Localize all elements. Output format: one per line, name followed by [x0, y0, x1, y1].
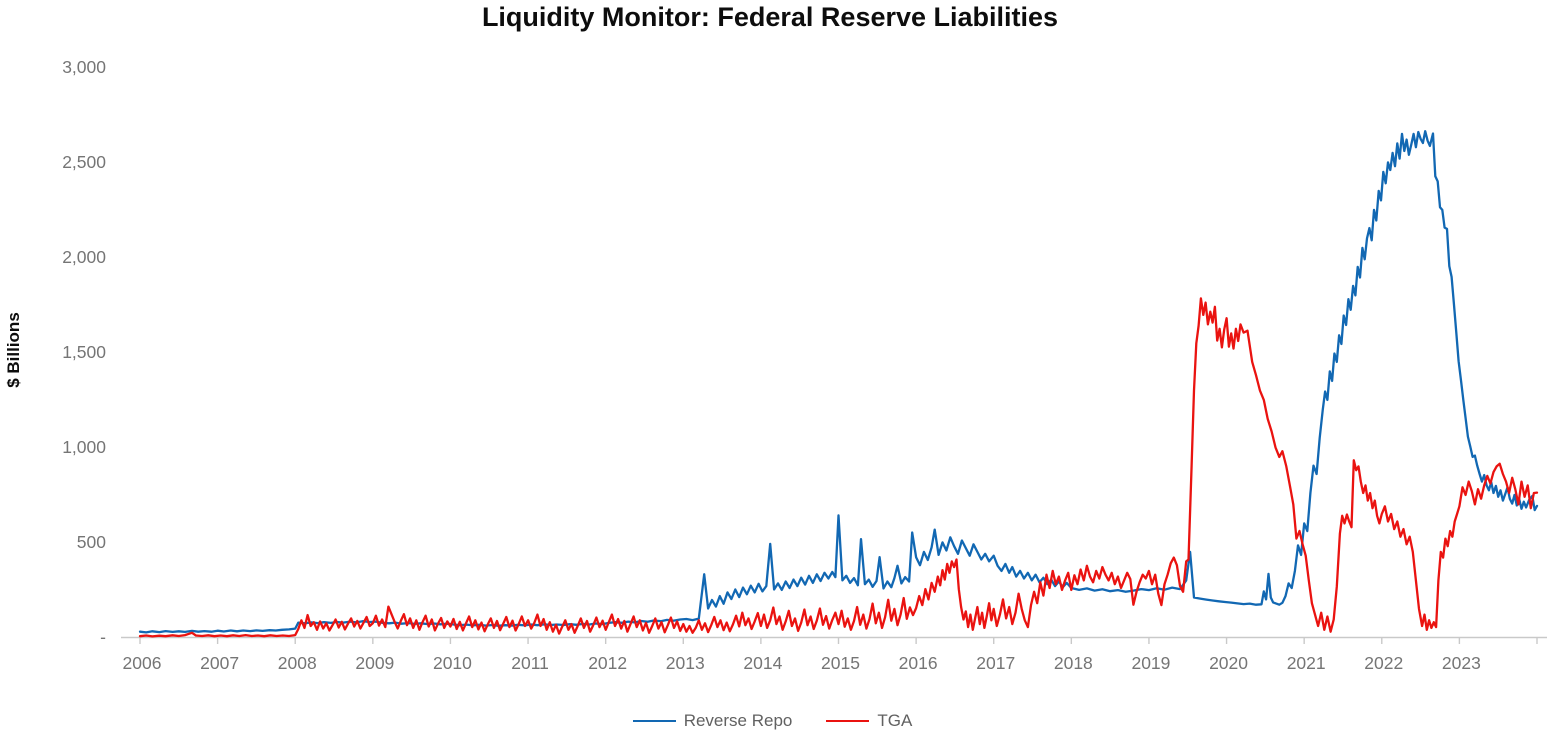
legend-item-tga: TGA: [826, 711, 912, 731]
series-line-tga: [138, 297, 1539, 638]
x-tick-label: 2007: [200, 653, 239, 673]
x-tick-label: 2009: [355, 653, 394, 673]
y-tick-label: 1,500: [62, 342, 106, 362]
x-tick-label: 2008: [278, 653, 317, 673]
x-tick-label: 2018: [1054, 653, 1093, 673]
x-tick-label: 2020: [1209, 653, 1248, 673]
y-tick-label: -: [100, 627, 106, 647]
x-tick-label: 2017: [976, 653, 1015, 673]
x-tick-label: 2023: [1442, 653, 1481, 673]
x-tick-label: 2022: [1364, 653, 1403, 673]
x-tick-label: 2006: [123, 653, 162, 673]
x-tick-label: 2012: [588, 653, 627, 673]
legend: Reverse Repo TGA: [0, 711, 1545, 731]
x-tick-label: 2021: [1287, 653, 1326, 673]
y-tick-label: 2,000: [62, 247, 106, 267]
legend-line-swatch-tga: [826, 720, 870, 722]
x-tick-label: 2016: [899, 653, 938, 673]
y-tick-label: 3,000: [62, 57, 106, 77]
series-lines: [138, 130, 1539, 638]
x-axis-tick-labels: 2006 2007 2008 2009 2010 2011 2012 2013 2014 2015…: [123, 653, 1481, 673]
x-tick-label: 2010: [433, 653, 472, 673]
y-axis-tick-labels: - 500 1,000 1,500 2,000 2,500 3,000: [62, 57, 106, 647]
x-tick-label: 2013: [666, 653, 705, 673]
x-tick-label: 2015: [821, 653, 860, 673]
x-tick-label: 2011: [511, 653, 549, 673]
legend-label-reverse-repo: Reverse Repo: [683, 711, 793, 730]
chart-title: Liquidity Monitor: Federal Reserve Liabi…: [481, 2, 1059, 32]
y-tick-label: 2,500: [62, 152, 106, 172]
x-tick-label: 2019: [1131, 653, 1170, 673]
legend-label-tga: TGA: [877, 711, 913, 730]
x-axis: [121, 636, 1547, 644]
series-line-reverse-repo: [138, 130, 1539, 634]
x-tick-label: 2014: [743, 653, 782, 673]
legend-item-reverse-repo: Reverse Repo: [632, 711, 793, 731]
y-tick-label: 1,000: [62, 437, 106, 457]
legend-line-swatch-reverse-repo: [632, 720, 676, 722]
y-tick-label: 500: [77, 532, 106, 552]
